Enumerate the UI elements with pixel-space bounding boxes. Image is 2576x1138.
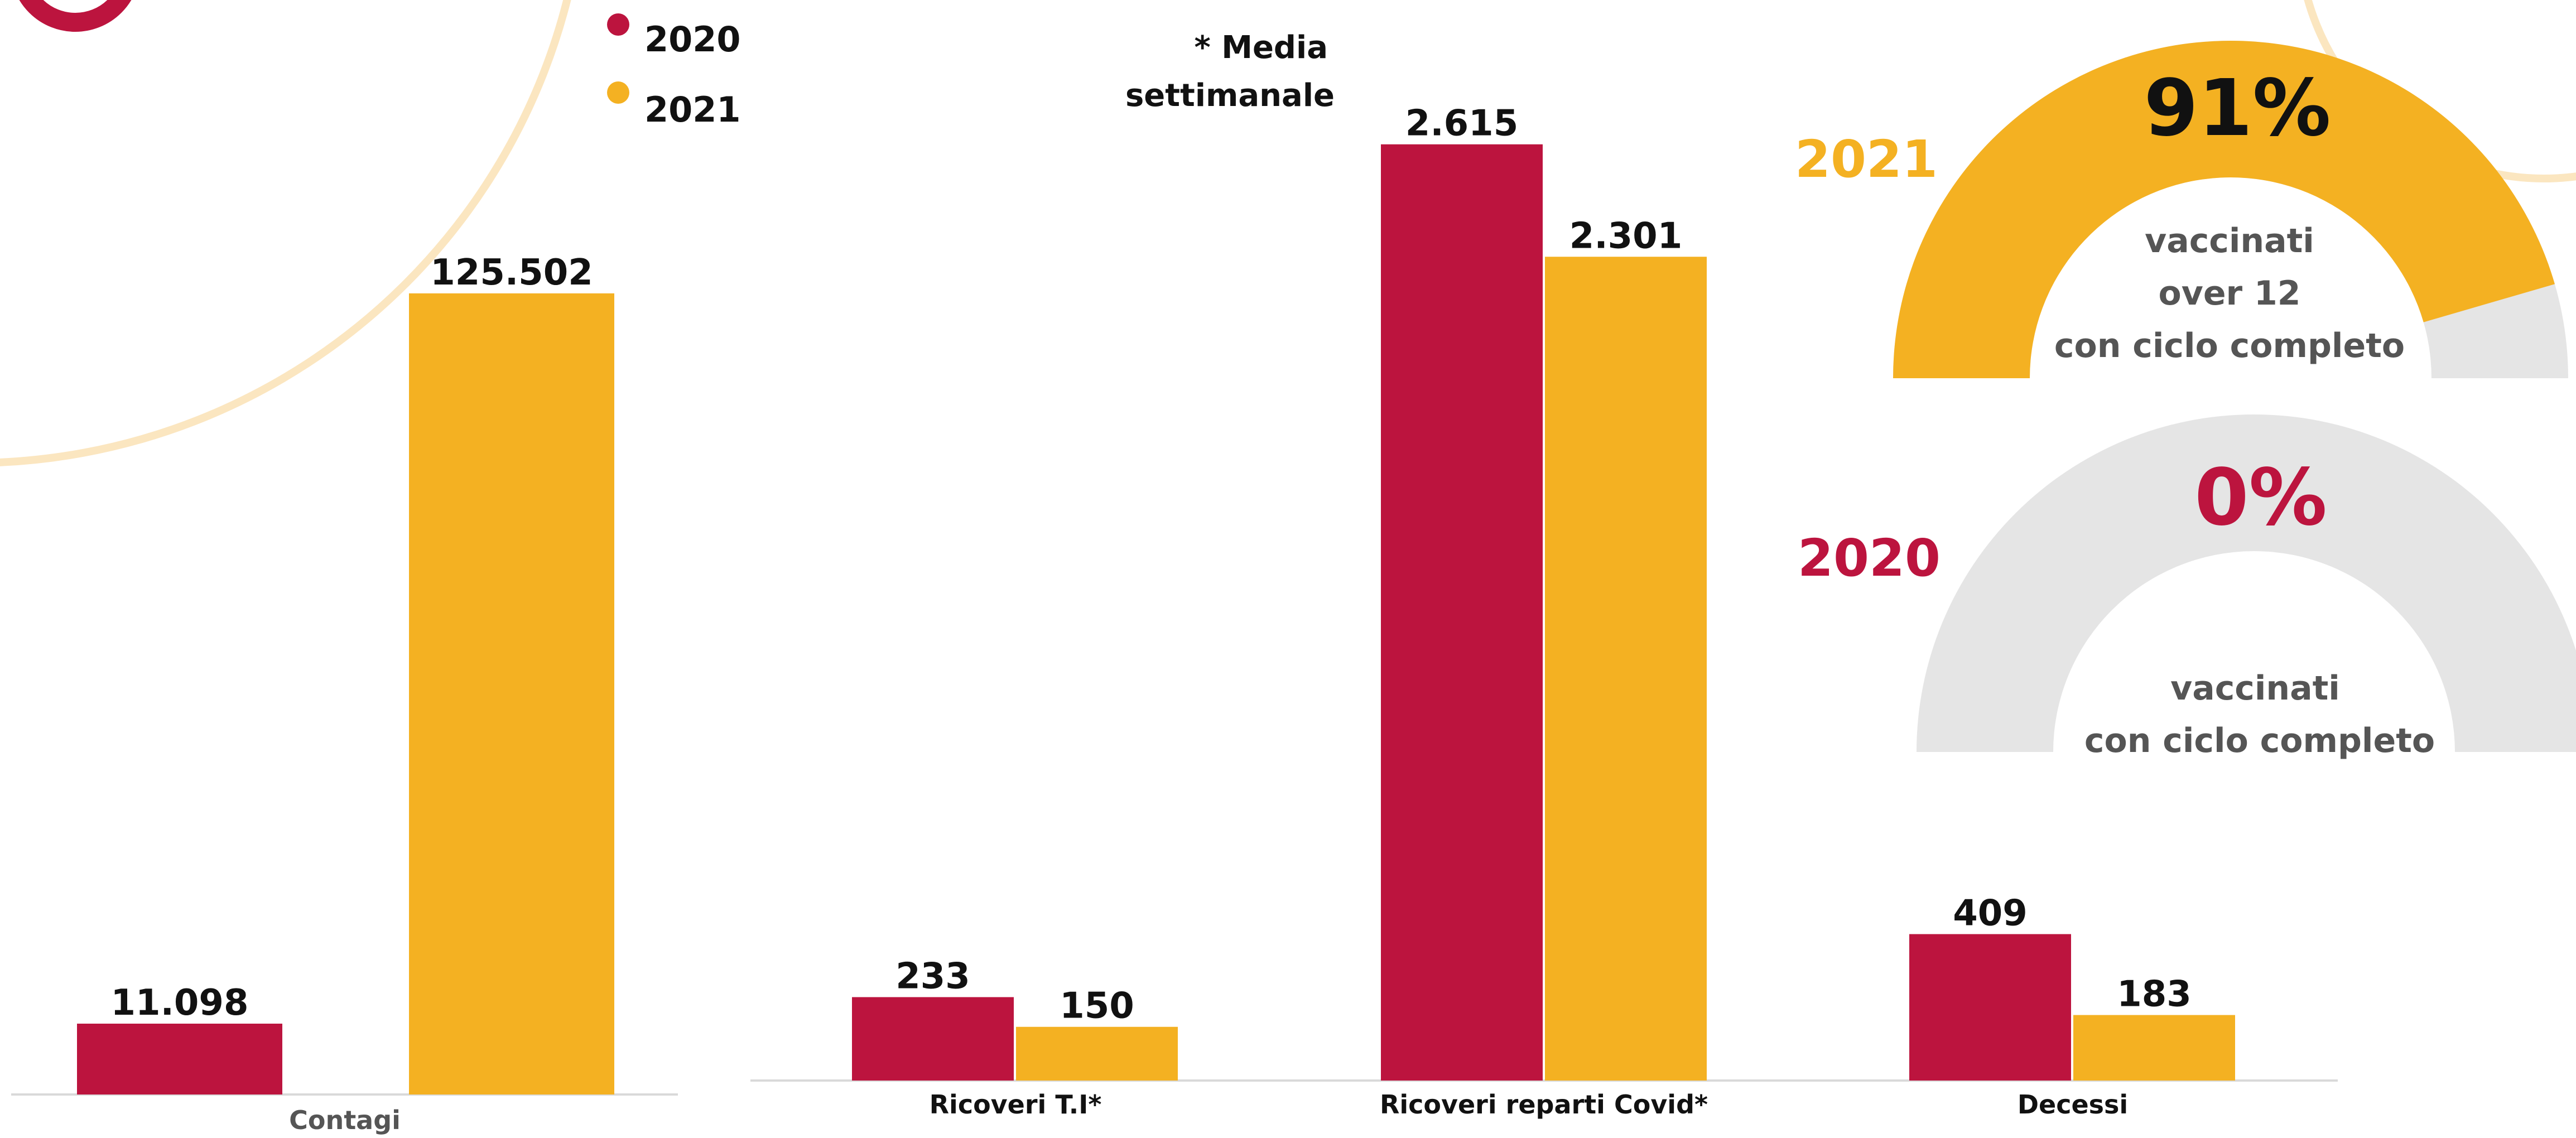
value-label-contagi-2021: 125.502 <box>430 252 593 293</box>
gauge-2020-year: 2020 <box>1798 528 1941 588</box>
legend-swatch-2020 <box>607 13 629 36</box>
gauge-2020-caption-line-1: vaccinati <box>2170 669 2340 708</box>
gauge-2021-caption-line-1: vaccinati <box>2145 221 2314 261</box>
value-label-ricoveri-covid-2021: 2.301 <box>1569 215 1682 257</box>
category-label-ricoveri-covid: Ricoveri reparti Covid* <box>1380 1089 1708 1120</box>
bar-contagi-2020 <box>77 1024 282 1094</box>
value-label-ricoveri-ti-2021: 150 <box>1060 986 1134 1027</box>
value-label-ricoveri-covid-2020: 2.615 <box>1405 103 1518 144</box>
bar-decessi-2020 <box>1909 934 2071 1081</box>
value-label-ricoveri-ti-2020: 233 <box>895 956 970 997</box>
legend-swatch-2021 <box>607 81 629 104</box>
legend-label-2020: 2020 <box>644 19 741 60</box>
bar-ricoveri-covid-2021 <box>1545 257 1707 1081</box>
bar-ricoveri-covid-2020 <box>1381 144 1543 1081</box>
gauge-2021-caption-line-3: con ciclo completo <box>2054 326 2405 365</box>
category-label-contagi: Contagi <box>289 1105 401 1135</box>
gauge-2020-percent: 0% <box>2194 452 2327 543</box>
bar-ricoveri-ti-2021 <box>1016 1027 1178 1081</box>
gauge-2020-caption-line-2: con ciclo completo <box>2084 721 2435 760</box>
gauge-2021-caption-line-2: over 12 <box>2159 274 2301 313</box>
value-label-contagi-2020: 11.098 <box>111 982 249 1024</box>
bar-decessi-2021 <box>2073 1015 2235 1081</box>
contagi-bar-chart: 11.098 125.502 Contagi <box>11 252 678 1135</box>
value-label-decessi-2020: 409 <box>1953 893 2028 934</box>
legend-label-2021: 2021 <box>644 89 741 130</box>
gauge-2021-year: 2021 <box>1795 129 1938 189</box>
category-label-decessi: Decessi <box>2018 1089 2128 1120</box>
bar-ricoveri-ti-2020 <box>852 997 1014 1081</box>
gauge-2021: 2021 91% vaccinati over 12 con ciclo com… <box>1795 41 2568 378</box>
category-label-ricoveri-ti: Ricoveri T.I* <box>930 1089 1102 1120</box>
gauge-2020: 2020 0% vaccinati con ciclo completo <box>1798 414 2576 760</box>
value-label-decessi-2021: 183 <box>2117 974 2192 1015</box>
decorative-red-ring <box>20 0 131 22</box>
footnote: * Media settimanale <box>1125 30 1335 114</box>
footnote-line-2: settimanale <box>1125 78 1335 114</box>
footnote-line-1: * Media <box>1194 30 1328 66</box>
gauge-2021-percent: 91% <box>2144 63 2331 154</box>
legend: 2020 2021 <box>607 13 741 130</box>
bar-contagi-2021 <box>409 293 614 1094</box>
